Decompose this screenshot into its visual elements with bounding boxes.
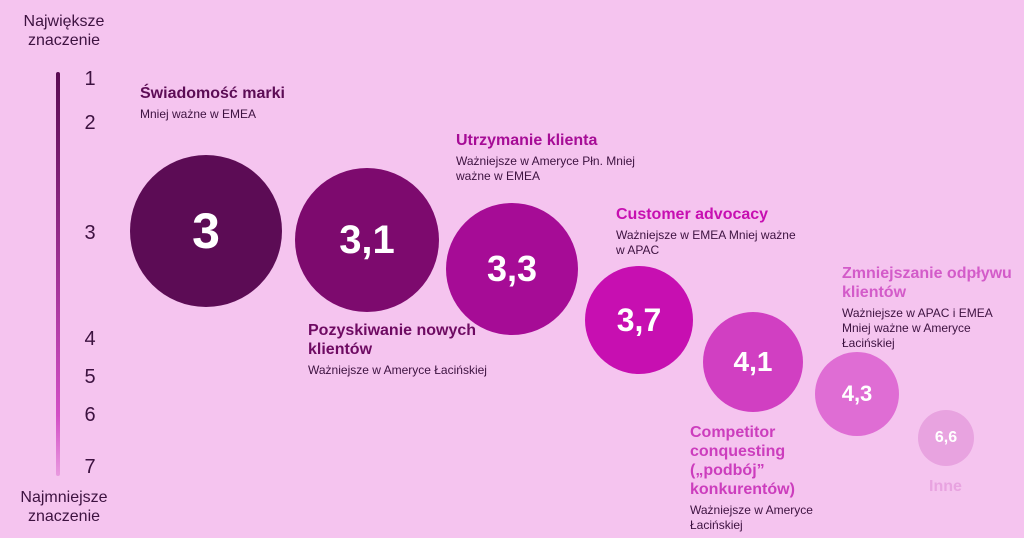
label-new-customer-acquisition: Pozyskiwanie nowych klientów Ważniejsze … — [308, 321, 508, 378]
category-title: Pozyskiwanie nowych klientów — [308, 322, 477, 358]
axis-tick: 5 — [84, 366, 96, 388]
bubble-other: 6,6 — [918, 410, 974, 466]
category-title: Customer advocacy — [616, 206, 769, 223]
label-churn-reduction: Zmniejszanie odpływu klientów Ważniejsze… — [842, 264, 1020, 351]
category-title: Zmniejszanie odpływu klientów — [842, 265, 1012, 301]
label-other: Inne — [929, 477, 989, 496]
label-customer-retention: Utrzymanie klienta Ważniejsze w Ameryce … — [456, 131, 636, 184]
category-title: Utrzymanie klienta — [456, 132, 598, 149]
category-title: Świadomość marki — [140, 85, 285, 102]
label-customer-advocacy: Customer advocacy Ważniejsze w EMEA Mnie… — [616, 205, 796, 258]
bubble-customer-retention: 3,3 — [446, 203, 578, 335]
category-note: Ważniejsze w Ameryce Łacińskiej — [308, 363, 487, 377]
axis-top-label: Największe znaczenie — [23, 13, 105, 49]
axis-tick: 7 — [84, 456, 96, 478]
label-competitor-conquesting: Competitor conquesting („podbój” konkure… — [690, 423, 840, 533]
bubble-brand-awareness: 3 — [130, 155, 282, 307]
importance-axis-bar — [56, 72, 60, 476]
category-note: Ważniejsze w Ameryce Łacińskiej — [690, 503, 813, 532]
axis-bottom-label: Najmniejsze znaczenie — [20, 489, 108, 525]
axis-tick: 3 — [84, 222, 96, 244]
axis-tick: 2 — [84, 112, 96, 134]
category-note: Ważniejsze w Ameryce Płn. Mniej ważne w … — [456, 154, 635, 183]
axis-tick: 6 — [84, 404, 96, 426]
category-note: Ważniejsze w EMEA Mniej ważne w APAC — [616, 228, 796, 257]
category-title: Competitor conquesting („podbój” konkure… — [690, 424, 795, 498]
category-title: Inne — [929, 478, 962, 495]
axis-tick: 1 — [84, 68, 96, 90]
bubble-customer-advocacy: 3,7 — [585, 266, 693, 374]
bubble-new-customer-acquisition: 3,1 — [295, 168, 439, 312]
category-note: Mniej ważne w EMEA — [140, 107, 257, 121]
bubble-churn-reduction: 4,3 — [815, 352, 899, 436]
bubble-competitor-conquesting: 4,1 — [703, 312, 803, 412]
axis-tick: 4 — [84, 328, 96, 350]
label-brand-awareness: Świadomość marki Mniej ważne w EMEA — [140, 84, 360, 122]
category-note: Ważniejsze w APAC i EMEA Mniej ważne w A… — [842, 306, 993, 350]
